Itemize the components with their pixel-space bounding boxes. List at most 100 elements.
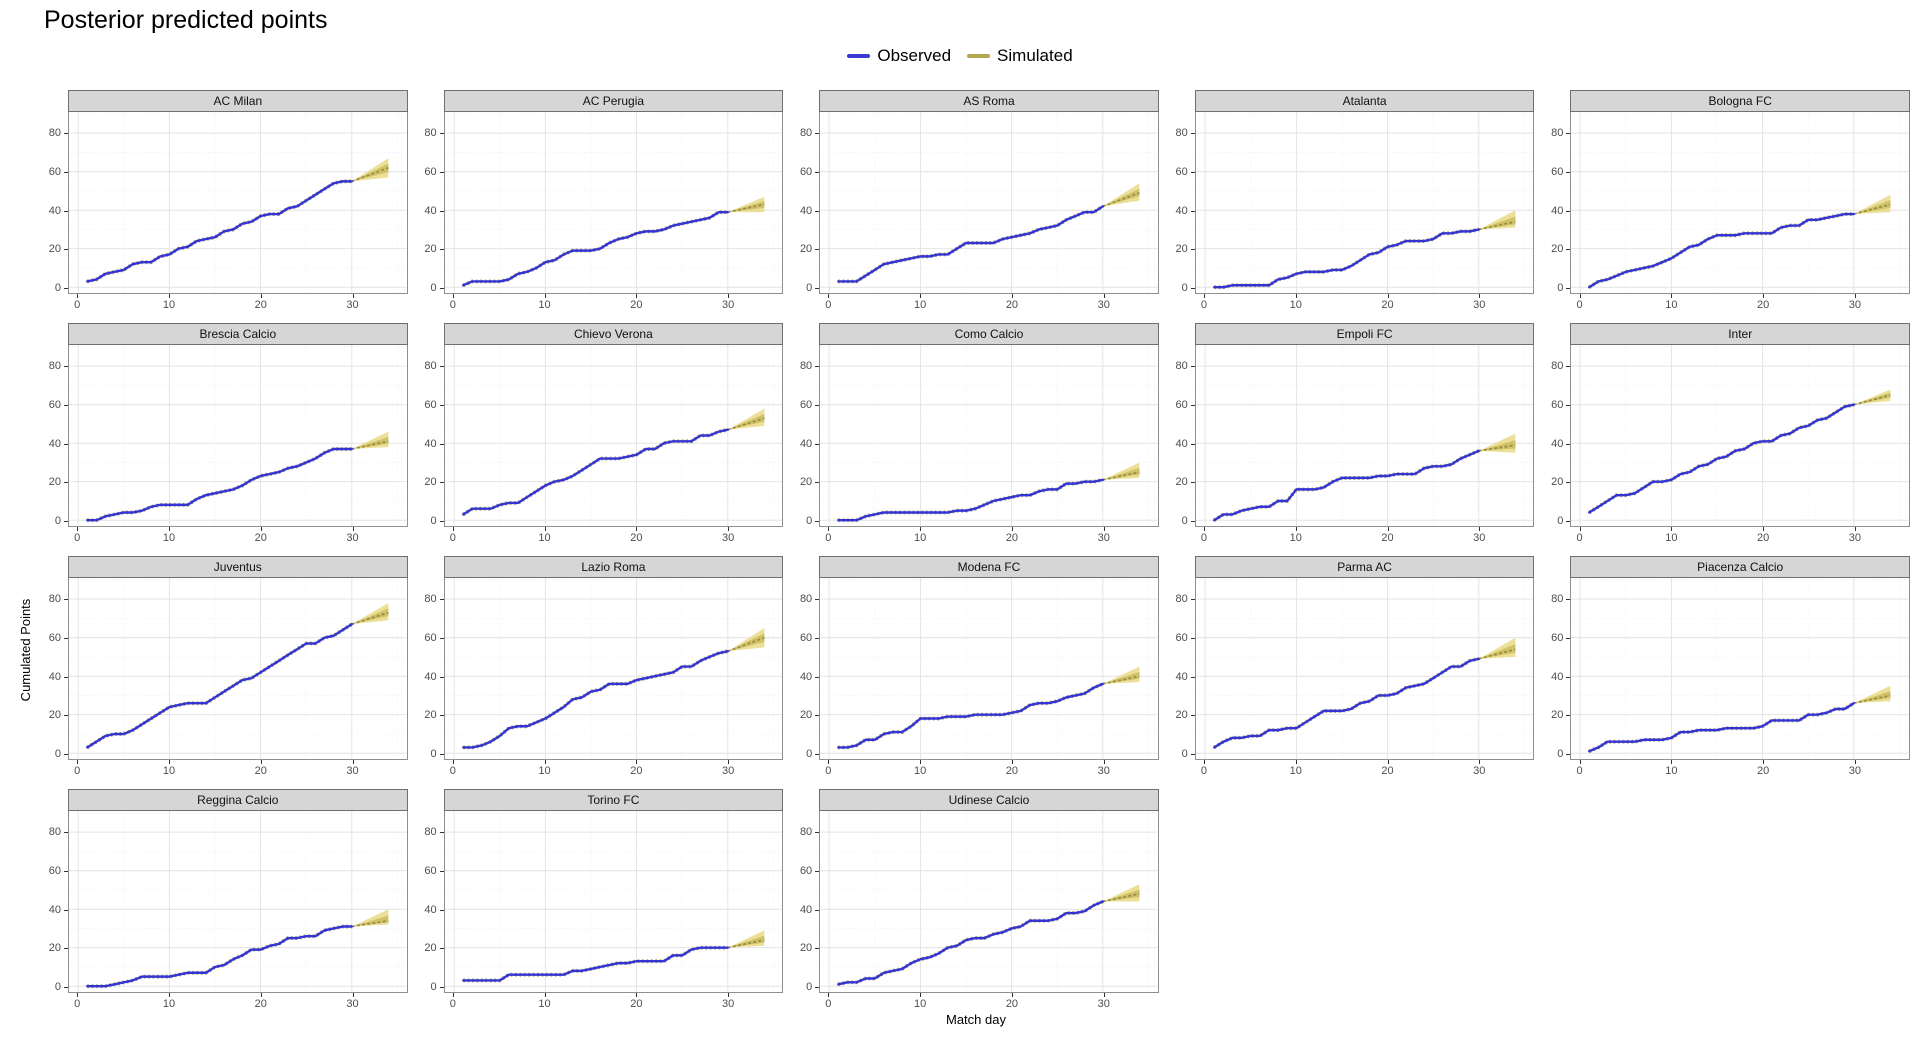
x-tick-label: 0 [1200, 765, 1208, 777]
y-tick-label: 60 [48, 166, 61, 179]
y-tick-label: 80 [799, 360, 813, 373]
y-tick-label: 40 [1551, 437, 1564, 450]
y-tick-label: 80 [799, 593, 813, 606]
x-tick-label: 30 [1097, 532, 1110, 544]
y-tick-label: 0 [1557, 282, 1564, 295]
y-axis-title: Cumulated Points [18, 598, 33, 702]
x-tick-label: 30 [721, 765, 735, 777]
y-tick-label: 60 [799, 399, 813, 412]
x-axis-ticks: 0 10 20 30 [444, 993, 784, 1010]
x-axis-ticks: 0 10 20 30 [1195, 294, 1535, 311]
y-tick-label: 60 [1551, 632, 1564, 645]
x-axis-ticks: 0 10 20 30 [1195, 760, 1535, 777]
facet-plot-svg [1195, 112, 1534, 293]
x-axis-ticks: 0 10 20 30 [444, 527, 784, 544]
x-tick-label: 0 [825, 765, 832, 777]
facet-parma-ac: Parma AC 0 20 40 60 80 0 10 20 30 [1169, 556, 1535, 777]
y-tick-label: 0 [430, 748, 437, 761]
x-tick-label: 10 [1289, 765, 1302, 777]
x-tick-label: 30 [721, 532, 735, 544]
y-tick-label: 60 [799, 632, 813, 645]
y-tick-label: 80 [1551, 127, 1564, 140]
x-axis-ticks: 0 10 20 30 [444, 760, 784, 777]
facet-juventus: Juventus 0 20 40 60 80 0 10 20 30 [42, 556, 408, 777]
legend-label-observed: Observed [877, 46, 952, 65]
y-tick-label: 0 [1181, 748, 1188, 761]
y-tick-label: 80 [799, 127, 813, 140]
y-axis-ticks: 0 20 40 60 80 [1544, 112, 1571, 295]
plot-panel [819, 811, 1159, 993]
y-axis-ticks: 0 20 40 60 80 [418, 811, 444, 993]
y-tick-label: 60 [1551, 166, 1564, 179]
x-tick-label: 20 [1757, 765, 1770, 777]
x-tick-label: 30 [1473, 765, 1486, 777]
y-tick-label: 40 [424, 670, 437, 683]
facet-title: Piacenza Calcio [1570, 556, 1910, 578]
y-tick-label: 40 [799, 437, 813, 450]
y-tick-label: 40 [48, 437, 61, 450]
plot-panel [819, 112, 1159, 294]
y-tick-label: 0 [806, 748, 813, 761]
facet-brescia-calcio: Brescia Calcio 0 20 40 60 80 0 10 20 30 [42, 323, 408, 544]
x-tick-label: 20 [1381, 532, 1394, 544]
facet-plot-svg [820, 811, 1158, 992]
plot-panel [1194, 578, 1535, 760]
y-tick-label: 40 [48, 670, 61, 683]
y-axis-ticks: 0 20 40 60 80 [1544, 578, 1571, 760]
facet-title: AC Perugia [443, 90, 784, 112]
y-tick-label: 20 [424, 709, 437, 722]
facet-empoli-fc: Empoli FC 0 20 40 60 80 0 10 20 30 [1169, 323, 1535, 544]
x-tick-label: 0 [1200, 299, 1208, 311]
x-tick-label: 30 [721, 299, 735, 311]
facet-plot-svg [69, 345, 407, 526]
plot-panel [68, 345, 408, 527]
x-tick-label: 20 [254, 998, 267, 1010]
y-tick-label: 0 [1557, 515, 1564, 528]
y-tick-label: 80 [48, 593, 61, 606]
y-tick-label: 80 [424, 593, 437, 606]
plot-panel [443, 112, 784, 294]
facet-atalanta: Atalanta 0 20 40 60 80 0 10 20 30 [1169, 90, 1535, 311]
y-tick-label: 0 [54, 515, 61, 528]
plot-panel [1570, 578, 1910, 760]
plot-panel [443, 578, 784, 760]
plot-panel [1570, 112, 1910, 294]
y-tick-label: 20 [424, 942, 437, 955]
x-tick-label: 0 [1576, 299, 1583, 311]
x-axis-ticks: 0 10 20 30 [1570, 760, 1910, 777]
x-axis-title: Match day [946, 1012, 1006, 1027]
facet-title: Torino FC [443, 789, 784, 811]
x-tick-label: 0 [74, 765, 81, 777]
plot-panel [443, 811, 784, 993]
facet-lazio-roma: Lazio Roma 0 20 40 60 80 0 10 20 30 [418, 556, 784, 777]
facet-plot-svg [444, 811, 783, 992]
facet-plot-svg [444, 578, 783, 759]
legend-item-simulated: Simulated [967, 46, 1073, 66]
x-tick-label: 20 [630, 765, 643, 777]
facet-inter: Inter 0 20 40 60 80 0 10 20 30 [1544, 323, 1910, 544]
x-tick-label: 20 [1005, 532, 1019, 544]
x-tick-label: 20 [630, 998, 643, 1010]
y-tick-label: 80 [48, 360, 61, 373]
y-tick-label: 0 [806, 515, 813, 528]
facet-plot-svg [69, 811, 407, 992]
y-tick-label: 20 [1175, 243, 1188, 256]
y-tick-label: 80 [1175, 593, 1188, 606]
x-tick-label: 30 [346, 532, 359, 544]
x-axis-ticks: 0 10 20 30 [819, 993, 1159, 1010]
x-axis-ticks: 0 10 20 30 [819, 760, 1159, 777]
x-axis-ticks: 0 10 20 30 [819, 527, 1159, 544]
y-tick-label: 0 [430, 981, 437, 994]
plot-panel [1194, 345, 1535, 527]
y-tick-label: 40 [799, 670, 813, 683]
plot-panel [443, 345, 784, 527]
y-tick-label: 20 [48, 243, 61, 256]
observed-line-swatch-icon [847, 54, 871, 58]
y-tick-label: 20 [799, 942, 813, 955]
facet-plot-svg [444, 345, 783, 526]
x-tick-label: 10 [538, 299, 551, 311]
y-tick-label: 20 [1175, 709, 1188, 722]
plot-panel [819, 345, 1159, 527]
x-tick-label: 20 [1381, 299, 1394, 311]
simulated-line-swatch-icon [967, 54, 991, 58]
